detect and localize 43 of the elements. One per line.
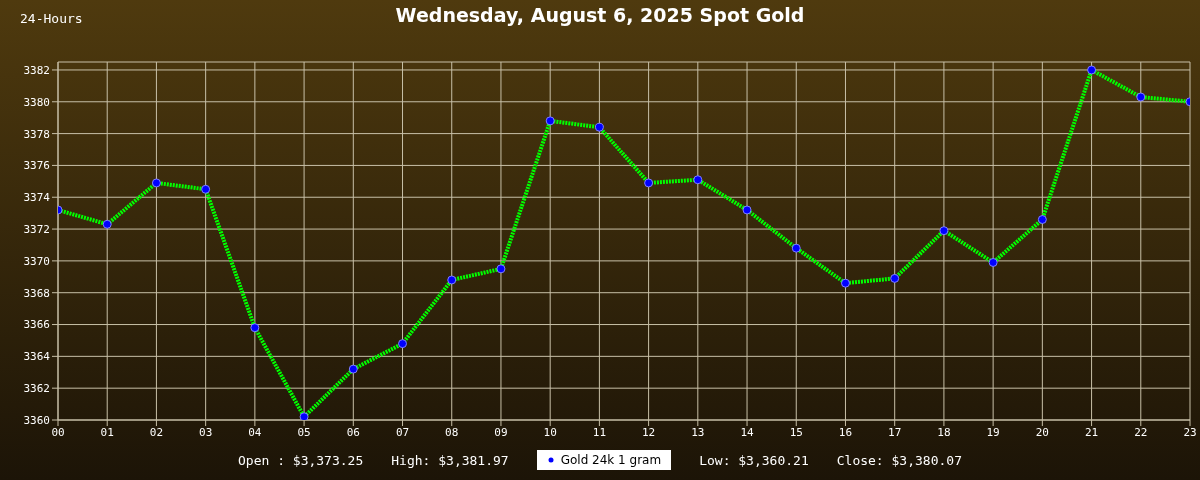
- x-tick-label: 14: [740, 425, 755, 439]
- x-tick-label: 04: [248, 425, 262, 439]
- x-tick-label: 15: [789, 425, 803, 439]
- x-tick-label: 01: [100, 425, 114, 439]
- y-tick-label: 3362: [23, 382, 50, 396]
- x-tick-label: 17: [888, 425, 902, 439]
- y-tick-label: 3368: [23, 286, 50, 300]
- text: Gold 24k 1 gram: [560, 453, 662, 467]
- chart-title: Wednesday, August 6, 2025 Spot Gold: [395, 4, 805, 26]
- text: High: $3,381.97: [391, 452, 509, 468]
- text: Open : $3,373.25: [238, 452, 364, 468]
- y-tick-label: 3380: [23, 95, 50, 109]
- x-tick-label: 16: [838, 425, 853, 439]
- x-tick-label: 05: [297, 425, 311, 439]
- y-tick-label: 3372: [23, 222, 50, 236]
- x-tick-label: 11: [592, 425, 607, 439]
- x-tick-label: 20: [1035, 425, 1049, 439]
- y-tick-label: 3374: [23, 191, 51, 205]
- x-tick-label: 22: [1134, 425, 1148, 439]
- y-tick-label: 3378: [23, 127, 50, 141]
- y-tick-label: 3364: [23, 350, 51, 364]
- y-tick-label: 3376: [23, 159, 50, 173]
- x-tick-label: 13: [691, 425, 705, 439]
- x-tick-label: 03: [199, 425, 213, 439]
- chart-subtitle: 24-Hours: [20, 11, 83, 26]
- x-tick-label: 12: [641, 425, 656, 439]
- text: Close: $3,380.07: [836, 452, 962, 468]
- x-tick-label: 02: [149, 425, 164, 439]
- x-tick-label: 09: [494, 425, 508, 439]
- x-tick-label: 00: [51, 425, 65, 439]
- y-tick-label: 3382: [23, 63, 50, 77]
- x-tick-label: 19: [986, 425, 1000, 439]
- y-tick-label: 3366: [23, 318, 50, 332]
- y-tick-label: 3370: [23, 254, 50, 268]
- x-tick-label: 18: [937, 425, 951, 439]
- x-tick-label: 08: [445, 425, 459, 439]
- y-tick-label: 3360: [23, 413, 50, 427]
- x-tick-label: 21: [1084, 425, 1099, 439]
- x-tick-label: 06: [346, 425, 360, 439]
- x-tick-label: 10: [543, 425, 557, 439]
- text: Low: $3,360.21: [699, 452, 809, 468]
- x-tick-label: 23: [1183, 425, 1197, 439]
- x-tick-label: 07: [395, 425, 410, 439]
